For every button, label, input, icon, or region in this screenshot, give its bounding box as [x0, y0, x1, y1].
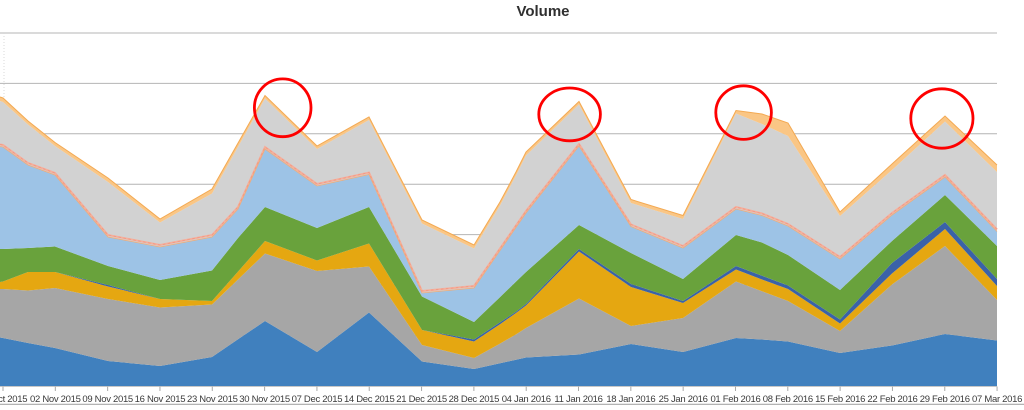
- svg-text:07 Dec 2015: 07 Dec 2015: [292, 394, 343, 405]
- svg-text:18 Jan 2016: 18 Jan 2016: [606, 394, 655, 405]
- svg-text:04 Jan 2016: 04 Jan 2016: [502, 394, 551, 405]
- svg-text:22 Feb 2016: 22 Feb 2016: [867, 394, 917, 405]
- svg-text:26 Oct 2015: 26 Oct 2015: [0, 394, 27, 405]
- svg-text:07 Mar 2016: 07 Mar 2016: [972, 394, 1022, 405]
- svg-text:16 Nov 2015: 16 Nov 2015: [135, 394, 186, 405]
- svg-text:02 Nov 2015: 02 Nov 2015: [30, 394, 81, 405]
- svg-text:01 Feb 2016: 01 Feb 2016: [710, 394, 760, 405]
- svg-text:08 Feb 2016: 08 Feb 2016: [763, 394, 813, 405]
- svg-text:25 Jan 2016: 25 Jan 2016: [659, 394, 708, 405]
- svg-text:23 Nov 2015: 23 Nov 2015: [187, 394, 238, 405]
- svg-text:21 Dec 2015: 21 Dec 2015: [396, 394, 447, 405]
- svg-text:09 Nov 2015: 09 Nov 2015: [82, 394, 133, 405]
- svg-text:28 Dec 2015: 28 Dec 2015: [449, 394, 500, 405]
- svg-text:14 Dec 2015: 14 Dec 2015: [344, 394, 395, 405]
- svg-text:30 Nov 2015: 30 Nov 2015: [239, 394, 290, 405]
- svg-text:29 Feb 2016: 29 Feb 2016: [920, 394, 970, 405]
- svg-text:15 Feb 2016: 15 Feb 2016: [815, 394, 865, 405]
- svg-text:11 Jan 2016: 11 Jan 2016: [554, 394, 602, 405]
- svg-text:Volume: Volume: [516, 3, 569, 20]
